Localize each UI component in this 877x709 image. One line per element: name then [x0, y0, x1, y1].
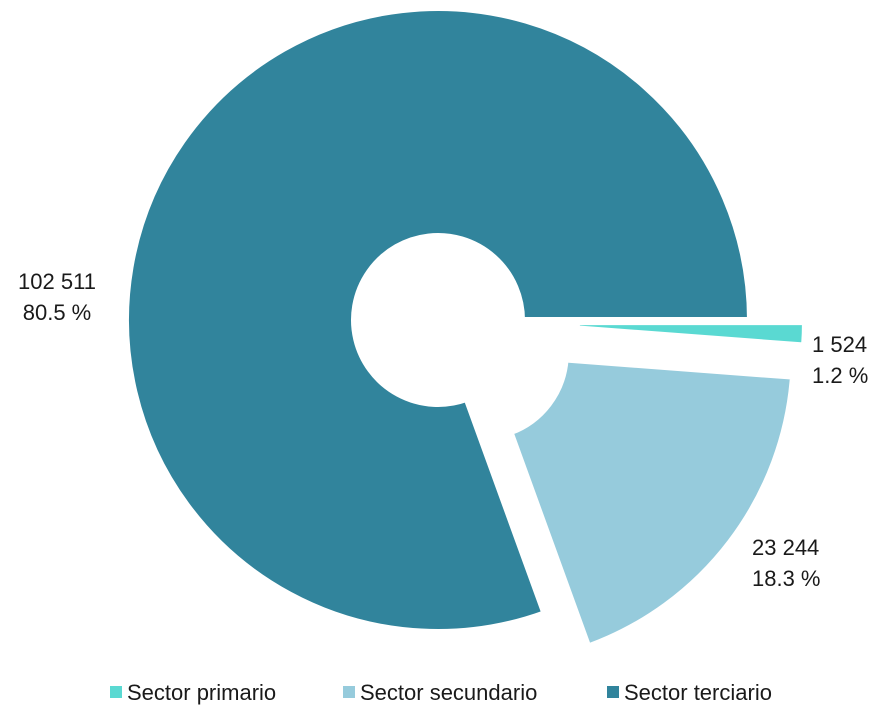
data-label-value-sector-primario: 1 524: [812, 332, 867, 357]
data-label-percent-sector-secundario: 18.3 %: [752, 566, 821, 591]
slice-sector-terciario: [123, 5, 754, 635]
legend: Sector primario Sector secundario Sector t…: [110, 680, 772, 705]
data-label-percent-sector-terciario: 80.5 %: [23, 300, 92, 325]
legend-label-sector-primario: Sector primario: [127, 680, 276, 705]
legend-swatch-sector-primario: [110, 686, 122, 698]
slice-sector-secundario: [506, 356, 797, 651]
slice-sector-primario: [573, 319, 808, 349]
data-label-percent-sector-primario: 1.2 %: [812, 363, 868, 388]
data-labels-group: 1 524 1.2 % 23 244 18.3 % 102 511 80.5 %: [18, 269, 868, 591]
legend-swatch-sector-secundario: [343, 686, 355, 698]
data-label-value-sector-secundario: 23 244: [752, 535, 819, 560]
slices-group: [123, 5, 808, 651]
legend-swatch-sector-terciario: [607, 686, 619, 698]
legend-label-sector-secundario: Sector secundario: [360, 680, 537, 705]
legend-label-sector-terciario: Sector terciario: [624, 680, 772, 705]
data-label-value-sector-terciario: 102 511: [18, 269, 96, 294]
